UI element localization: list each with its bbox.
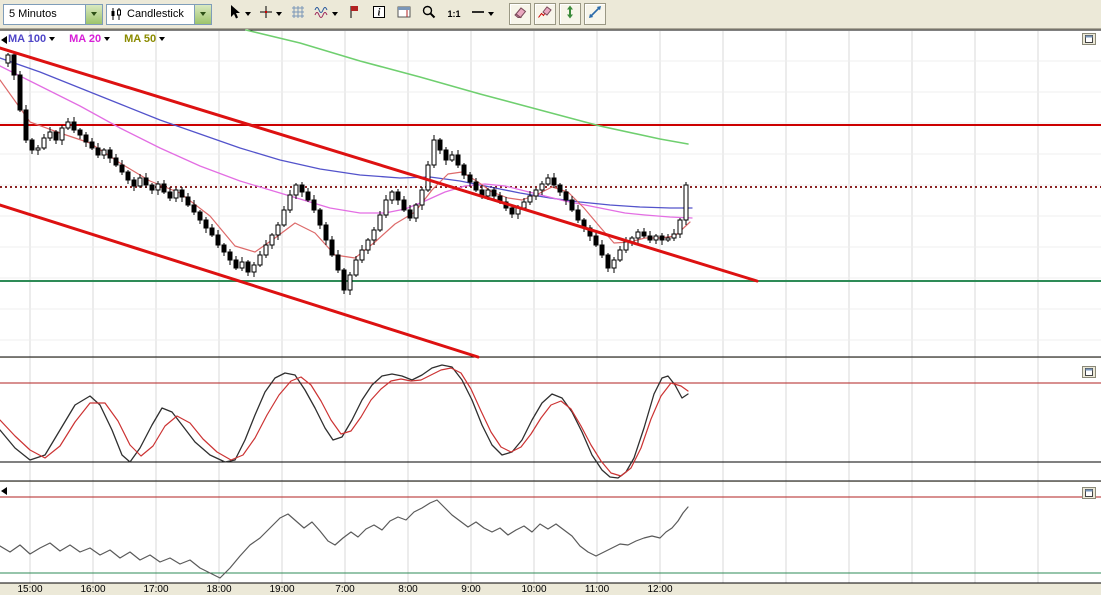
one-to-one-button[interactable]: 1:1 [443, 3, 465, 25]
crosshair-tool-button[interactable] [256, 3, 284, 25]
time-label: 16:00 [80, 584, 106, 595]
svg-text:i: i [378, 7, 381, 18]
eraser-button[interactable] [509, 3, 531, 25]
time-axis: 15:00 16:00 17:00 18:00 19:00 7:00 8:00 9:00 10:… [0, 584, 1101, 595]
eraser-chart-icon [537, 4, 553, 25]
legend-item-ma20[interactable]: MA 20 [69, 33, 111, 45]
mini-window-icon [1085, 489, 1093, 497]
pane-menu-button[interactable] [1082, 487, 1096, 499]
legend-label: MA 50 [124, 33, 157, 45]
waves-icon [314, 4, 330, 25]
time-label: 10:00 [521, 584, 547, 595]
magnifier-icon [421, 4, 437, 25]
time-label: 11:00 [584, 584, 610, 595]
pane-menu-button[interactable] [1082, 33, 1096, 45]
timeframe-value: 5 Minutos [9, 8, 57, 20]
crosshair-icon [258, 4, 274, 25]
indicator-legend: MA 100 MA 20 MA 50 [8, 33, 179, 45]
line-icon [470, 4, 486, 25]
one-to-one-label: 1:1 [447, 9, 461, 19]
eraser-icon [512, 4, 528, 25]
pane-menu-button[interactable] [1082, 366, 1096, 378]
fit-chart-button[interactable] [584, 3, 606, 25]
mini-window-icon [1085, 368, 1093, 376]
info-button[interactable]: i [368, 3, 390, 25]
chevron-down-icon [245, 12, 251, 16]
legend-item-ma50[interactable]: MA 50 [124, 33, 166, 45]
chevron-down-icon [104, 37, 111, 41]
clear-drawings-button[interactable] [534, 3, 556, 25]
legend-label: MA 100 [8, 33, 47, 45]
time-label: 17:00 [143, 584, 169, 595]
grid-toggle-button[interactable] [287, 3, 309, 25]
chevron-down-icon[interactable] [194, 4, 211, 24]
main-toolbar: 5 Minutos Candlestick i 1:1 [0, 0, 1101, 29]
timeframe-select[interactable]: 5 Minutos [3, 3, 103, 25]
chart-type-select[interactable]: Candlestick [106, 3, 212, 25]
chevron-down-icon [159, 37, 166, 41]
time-label: 19:00 [269, 584, 295, 595]
chart-type-value: Candlestick [127, 8, 184, 20]
zoom-button[interactable] [418, 3, 440, 25]
flag-marker-button[interactable] [343, 3, 365, 25]
diagonal-arrows-icon [587, 4, 603, 25]
cursor-icon [227, 4, 243, 25]
time-label: 12:00 [647, 584, 673, 595]
flag-icon [346, 4, 362, 25]
fit-vertical-scale-button[interactable] [559, 3, 581, 25]
time-label: 18:00 [206, 584, 232, 595]
legend-item-ma100[interactable]: MA 100 [8, 33, 56, 45]
time-label: 7:00 [335, 584, 355, 595]
indicators-button[interactable] [312, 3, 340, 25]
vertical-arrows-icon [562, 4, 578, 25]
chevron-down-icon [49, 37, 56, 41]
cursor-tool-button[interactable] [225, 3, 253, 25]
line-tool-button[interactable] [468, 3, 496, 25]
chevron-down-icon[interactable] [85, 4, 102, 24]
time-label: 8:00 [398, 584, 418, 595]
chevron-down-icon [276, 12, 282, 16]
time-label: 9:00 [461, 584, 481, 595]
chevron-down-icon [488, 12, 494, 16]
mini-window-icon [1085, 35, 1093, 43]
legend-label: MA 20 [69, 33, 102, 45]
candlestick-icon [107, 7, 122, 21]
time-label: 15:00 [17, 584, 43, 595]
window-pin-icon [396, 4, 412, 25]
docked-window-button[interactable] [393, 3, 415, 25]
pane-collapse-arrow[interactable] [1, 487, 7, 495]
grid-icon [290, 4, 306, 25]
info-icon: i [371, 4, 387, 25]
pane-collapse-arrow[interactable] [1, 36, 7, 44]
chevron-down-icon [332, 12, 338, 16]
